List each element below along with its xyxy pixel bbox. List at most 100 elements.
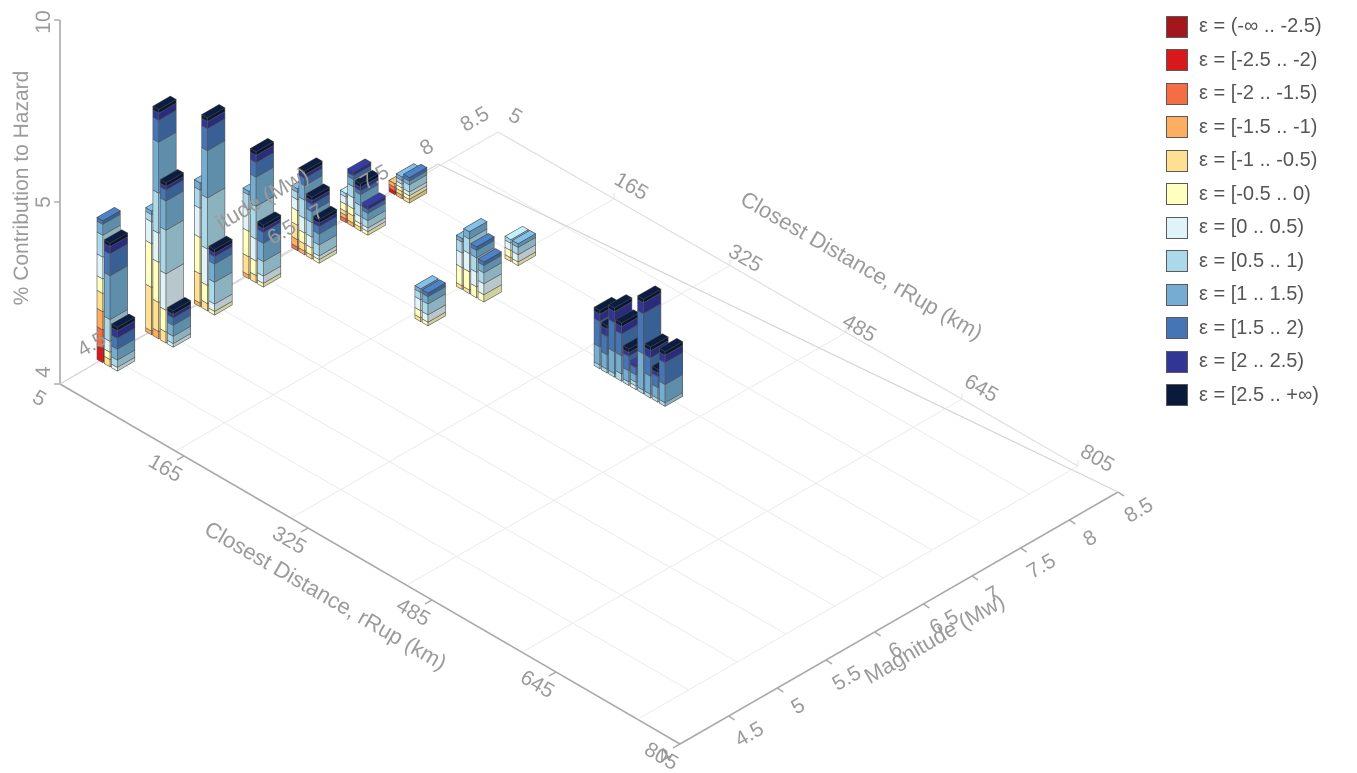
bar-stack: [477, 248, 503, 303]
bar-stack: [658, 338, 684, 407]
bar-segment: [159, 270, 167, 311]
bar-segment: [608, 347, 615, 375]
floor-grid-line: [407, 331, 847, 585]
y-tick: [728, 715, 736, 721]
bar-top: [607, 294, 633, 309]
legend-swatch: [1166, 49, 1188, 72]
legend-label: ε = [-1.5 .. -1): [1199, 115, 1318, 138]
bar-top: [511, 230, 537, 245]
bar-segment: [242, 252, 250, 276]
bar-segment: [658, 358, 666, 386]
y-axis-title: Magnitude (Mw): [860, 588, 1009, 689]
bar-segment: [242, 227, 250, 258]
bar-top: [658, 338, 684, 353]
x-tick: [176, 455, 185, 461]
bar-segment: [257, 239, 264, 263]
x-start-label: 5: [28, 385, 50, 411]
legend-item[interactable]: ε = [-0.5 .. 0): [1166, 178, 1322, 212]
y-tick: [1117, 491, 1125, 497]
floor-grid-line: [639, 465, 1079, 719]
y-tick: [825, 659, 833, 665]
bar-segment: [96, 253, 104, 280]
bar-segment: [463, 267, 470, 291]
legend-item[interactable]: ε = (-∞ .. -2.5): [1166, 10, 1322, 44]
bar-segment: [208, 260, 215, 283]
bar-top: [110, 313, 136, 328]
bar-segment: [201, 146, 208, 199]
legend-item[interactable]: ε = [-1.5 .. -1): [1166, 111, 1322, 145]
legend-swatch: [1166, 82, 1188, 105]
bar-stack: [312, 205, 338, 264]
chart-bars: [96, 95, 684, 407]
legend-item[interactable]: ε = [0 .. 0.5): [1166, 211, 1322, 245]
bar-segment: [201, 124, 208, 152]
legend-item[interactable]: ε = [2 .. 2.5): [1166, 345, 1322, 379]
legend-item[interactable]: ε = [-2.5 .. -2): [1166, 44, 1322, 78]
bar-segment: [608, 318, 615, 353]
z-base-label: 4: [32, 366, 55, 378]
legend-item[interactable]: ε = [-2 .. -1.5): [1166, 77, 1322, 111]
legend-swatch: [1166, 149, 1188, 172]
legend-swatch: [1166, 216, 1188, 239]
bar-stack: [511, 230, 537, 267]
bar-stack: [421, 279, 447, 327]
legend-label: ε = [0 .. 0.5): [1199, 216, 1305, 239]
bar-top: [312, 205, 338, 220]
floor-grid-line: [175, 198, 615, 452]
bar-segment: [194, 186, 201, 209]
legend-label: ε = [-2.5 .. -2): [1199, 48, 1318, 71]
bar-top: [256, 211, 282, 226]
bar-segment: [593, 317, 601, 348]
legend-item[interactable]: ε = [-1 .. -0.5): [1166, 144, 1322, 178]
legend-item[interactable]: ε = [2.5 .. +∞): [1166, 379, 1322, 413]
legend-swatch: [1166, 15, 1188, 38]
bar-top: [201, 104, 226, 119]
bar-segment: [250, 235, 257, 262]
bar-segment: [145, 217, 152, 245]
y-tick: [874, 631, 882, 637]
floor-grid-line: [254, 271, 835, 607]
legend-swatch: [1166, 183, 1188, 206]
y-tick-label: 4.5: [731, 717, 768, 752]
bar-top: [361, 192, 387, 207]
bar-segment: [298, 196, 306, 220]
legend-item[interactable]: ε = [1 .. 1.5): [1166, 278, 1322, 312]
bar-top: [103, 229, 129, 244]
bar-segment: [201, 194, 208, 250]
y-tick-label: 8.5: [1120, 493, 1157, 528]
y-tick: [1068, 519, 1076, 525]
bar-segment: [637, 309, 644, 355]
bar-top: [504, 225, 529, 241]
bar-segment: [201, 245, 208, 286]
legend-swatch: [1166, 250, 1188, 273]
bar-segment: [159, 226, 167, 275]
bar-segment: [152, 138, 159, 194]
chart-axes: [54, 19, 1125, 749]
bar-segment: [152, 189, 159, 234]
bar-segment: [593, 343, 601, 366]
bar-segment: [159, 197, 167, 231]
bar-top: [414, 275, 439, 290]
bar-top: [347, 158, 372, 173]
legend-swatch: [1166, 350, 1188, 373]
bar-segment: [104, 315, 111, 342]
bar-segment: [152, 258, 159, 304]
legend-label: ε = [0.5 .. 1): [1199, 249, 1305, 272]
x-axis-title: Closest Distance, rRup (km): [200, 516, 451, 675]
back-edge: [437, 163, 1119, 493]
bar-stack: [361, 192, 387, 236]
legend-item[interactable]: ε = [0.5 .. 1): [1166, 245, 1322, 279]
bar-stack: [256, 211, 282, 288]
legend-item[interactable]: ε = [1.5 .. 2): [1166, 312, 1322, 346]
bar-segment: [644, 354, 651, 377]
bar-top: [298, 157, 323, 172]
bar-segment: [104, 250, 111, 277]
bar-segment: [152, 116, 159, 143]
bar-segment: [615, 330, 622, 357]
x-tick-label: 645: [516, 666, 558, 703]
bar-segment: [145, 239, 152, 288]
y-tick: [922, 603, 930, 609]
floor-grid-line: [303, 243, 884, 579]
x-tick: [548, 671, 557, 677]
